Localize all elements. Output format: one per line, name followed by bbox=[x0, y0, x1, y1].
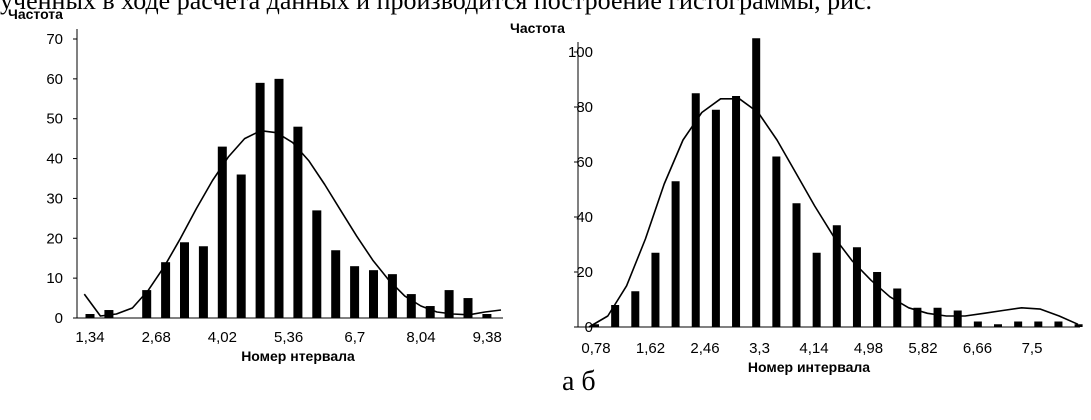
x-tick-label: 4,14 bbox=[799, 340, 828, 357]
y-tick-label: 100 bbox=[568, 44, 593, 61]
histogram-bar bbox=[236, 174, 246, 318]
histogram-bar bbox=[274, 78, 284, 318]
histogram-bar bbox=[198, 246, 208, 318]
x-tick-label: 1,34 bbox=[75, 329, 104, 346]
histogram-bar bbox=[973, 321, 982, 327]
histogram-bar bbox=[369, 270, 378, 318]
chart-b: 0 20 40 60 80 100 0,78 1,62 2,46 3,3 4,14 4,98 5,82 6… bbox=[510, 20, 1083, 375]
histogram-bar bbox=[651, 252, 660, 327]
histogram-bar bbox=[812, 252, 821, 327]
y-tick-label: 60 bbox=[46, 71, 63, 88]
histogram-bar bbox=[913, 307, 922, 327]
histogram-bar bbox=[255, 82, 265, 318]
histogram-bar bbox=[711, 109, 720, 327]
y-tick-label: 10 bbox=[46, 270, 63, 287]
x-tick-label: 2,68 bbox=[142, 329, 171, 346]
histogram-bar bbox=[631, 291, 640, 327]
histogram-bar bbox=[611, 305, 620, 327]
y-tick-label: 0 bbox=[585, 319, 593, 336]
histogram-bar bbox=[180, 242, 189, 318]
histogram-bar bbox=[953, 310, 962, 327]
y-tick-label: 40 bbox=[576, 209, 593, 226]
histogram-bar bbox=[852, 247, 861, 327]
histogram-bar bbox=[893, 288, 902, 327]
histogram-bar bbox=[832, 225, 841, 327]
histogram-bar bbox=[463, 298, 473, 318]
x-tick-label: 4,02 bbox=[208, 329, 237, 346]
histogram-bar bbox=[85, 314, 95, 318]
histogram-bar bbox=[873, 272, 882, 327]
x-tick-label: 6,7 bbox=[344, 329, 365, 346]
figure-caption: а б bbox=[562, 366, 596, 397]
y-tick-label: 60 bbox=[576, 154, 593, 171]
histogram-bar bbox=[591, 324, 599, 327]
histogram-bar bbox=[933, 307, 942, 327]
histogram-bar bbox=[387, 274, 397, 318]
x-tick-label: 4,98 bbox=[854, 340, 883, 357]
histogram-bar bbox=[406, 294, 416, 318]
top-text-line: учeнных в ходе расчета данных и производ… bbox=[0, 0, 873, 15]
x-tick-label: 5,82 bbox=[908, 340, 937, 357]
y-tick-label: 20 bbox=[576, 264, 593, 281]
histogram-bar bbox=[217, 146, 227, 318]
histogram-bar bbox=[1074, 324, 1083, 327]
y-tick-label: 70 bbox=[46, 31, 63, 48]
histogram-bar bbox=[1034, 321, 1043, 327]
histogram-bar bbox=[293, 126, 303, 318]
x-tick-label: 2,46 bbox=[690, 340, 719, 357]
x-tick-label: 9,38 bbox=[473, 329, 502, 346]
x-axis-title: Номер нтервала bbox=[241, 348, 355, 364]
y-tick-label: 0 bbox=[55, 310, 63, 327]
histogram-bar bbox=[792, 203, 801, 327]
y-tick-label: 20 bbox=[46, 230, 63, 247]
histogram-bar bbox=[104, 310, 114, 318]
x-tick-label: 1,62 bbox=[636, 340, 665, 357]
histogram-bar bbox=[772, 156, 781, 327]
histogram-bar bbox=[123, 318, 133, 319]
density-curve bbox=[588, 98, 1079, 328]
density-curve bbox=[83, 129, 502, 317]
histogram-bar bbox=[142, 290, 152, 318]
x-tick-label: 7,5 bbox=[1022, 340, 1043, 357]
histogram-bar bbox=[671, 181, 680, 327]
y-axis-title: Частота bbox=[8, 6, 63, 22]
x-tick-label: 5,36 bbox=[274, 329, 303, 346]
y-axis-title: Частота bbox=[510, 20, 565, 36]
y-tick-label: 50 bbox=[46, 111, 63, 128]
x-tick-label: 8,04 bbox=[406, 329, 435, 346]
y-tick-label: 30 bbox=[46, 190, 63, 207]
histogram-bar bbox=[1054, 321, 1063, 327]
histogram-bar bbox=[732, 96, 741, 327]
chart-a: 0 10 20 30 40 50 60 70 1,34 2,68 4,02 5,36 6,7 8,04 9,… bbox=[8, 6, 503, 364]
x-tick-label: 0,78 bbox=[581, 340, 610, 357]
histogram-bar bbox=[691, 93, 700, 327]
histogram-bar bbox=[312, 210, 322, 318]
histogram-bar bbox=[444, 290, 454, 318]
x-tick-label: 6,66 bbox=[963, 340, 992, 357]
x-axis-title: Номер интервала bbox=[748, 359, 870, 375]
histogram-bar bbox=[161, 262, 171, 318]
histogram-bar bbox=[331, 250, 341, 318]
histogram-bar bbox=[994, 324, 1002, 327]
histogram-bar bbox=[752, 38, 761, 327]
histogram-bar bbox=[482, 314, 492, 318]
x-tick-label: 3,3 bbox=[749, 340, 770, 357]
histogram-bar bbox=[350, 266, 360, 318]
histogram-bar bbox=[425, 306, 435, 318]
histogram-bar bbox=[1014, 321, 1023, 327]
y-tick-label: 40 bbox=[46, 151, 63, 168]
y-tick-label: 80 bbox=[576, 99, 593, 116]
